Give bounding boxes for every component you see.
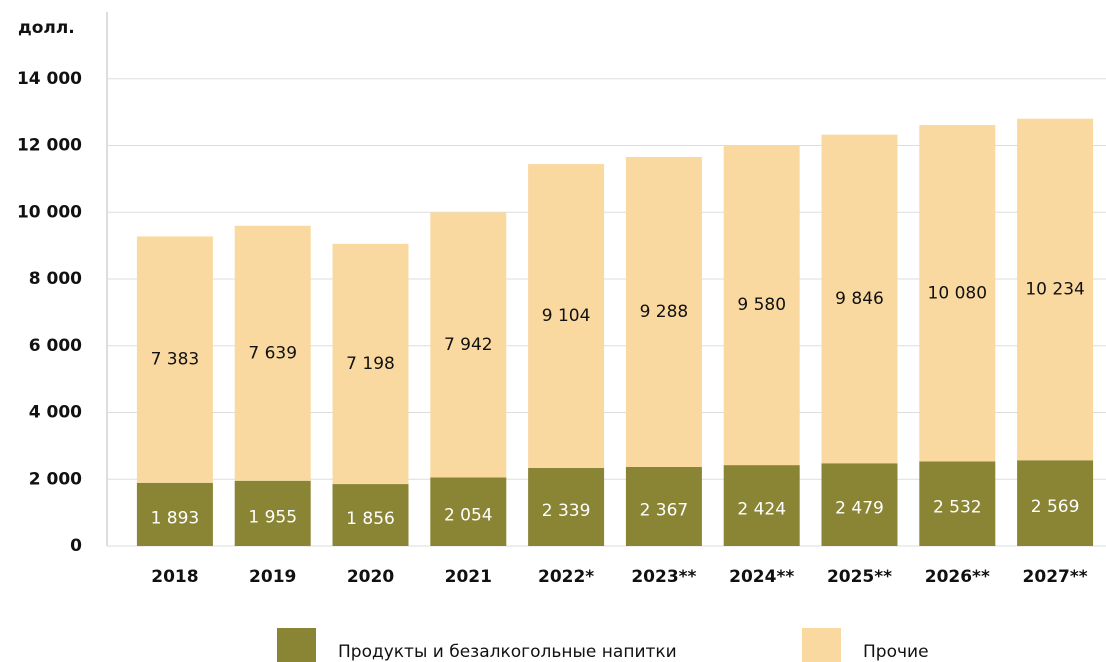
bar-segment — [723, 465, 800, 546]
data-label: 2 339 — [542, 501, 591, 521]
data-label: 7 942 — [444, 335, 493, 355]
x-tick-label: 2025** — [827, 567, 892, 587]
y-tick-label: 6 000 — [29, 336, 82, 356]
bar-segment — [723, 145, 800, 466]
x-tick-label: 2022* — [538, 567, 594, 587]
bar-segment — [234, 225, 311, 481]
data-label: 2 479 — [835, 499, 884, 519]
data-label: 2 532 — [933, 498, 982, 518]
legend-label: Продукты и безалкогольные напитки — [338, 642, 677, 662]
bar-segment — [528, 467, 605, 546]
data-label: 9 580 — [737, 295, 786, 315]
y-tick-label: 12 000 — [17, 136, 82, 156]
data-label: 10 080 — [928, 283, 987, 303]
y-unit-label: долл. — [18, 18, 75, 38]
x-tick-label: 2026** — [925, 567, 990, 587]
data-label: 9 104 — [542, 306, 591, 326]
data-label: 9 288 — [640, 302, 689, 322]
data-label: 9 846 — [835, 289, 884, 309]
y-tick-label: 14 000 — [17, 69, 82, 89]
bar-segment — [136, 236, 213, 483]
data-label: 2 424 — [737, 500, 786, 520]
data-label: 2 054 — [444, 506, 493, 526]
data-label: 7 198 — [346, 354, 395, 374]
legend-swatch — [277, 628, 316, 662]
bar-segment — [430, 212, 507, 478]
bar-segment — [528, 164, 605, 468]
bar-segment — [625, 467, 702, 546]
x-tick-label: 2023** — [631, 567, 696, 587]
bar-segment — [821, 463, 898, 546]
x-tick-label: 2021 — [445, 567, 492, 587]
bar-segment — [919, 125, 996, 462]
x-tick-label: 2020 — [347, 567, 394, 587]
y-tick-label: 8 000 — [29, 269, 82, 289]
y-tick-label: 10 000 — [17, 202, 82, 222]
data-label: 1 955 — [248, 507, 297, 527]
bar-segment — [430, 477, 507, 546]
bar-segment — [1017, 118, 1094, 461]
bar-segment — [332, 243, 409, 485]
data-label: 1 893 — [151, 508, 200, 528]
bar-segment — [821, 134, 898, 464]
x-tick-label: 2027** — [1023, 567, 1088, 587]
data-label: 1 856 — [346, 509, 395, 529]
x-tick-label: 2019 — [249, 567, 296, 587]
bar-segment — [234, 480, 311, 546]
data-label: 2 367 — [640, 501, 689, 521]
y-tick-label: 4 000 — [29, 403, 82, 423]
bar-segment — [919, 461, 996, 546]
legend-swatch — [802, 628, 841, 662]
data-label: 2 569 — [1031, 497, 1080, 517]
bar-segment — [1017, 460, 1094, 546]
y-tick-label: 0 — [70, 536, 82, 556]
bar-segment — [136, 482, 213, 546]
data-label: 7 383 — [151, 350, 200, 370]
bar-segment — [332, 484, 409, 546]
data-label: 7 639 — [248, 343, 297, 363]
y-tick-label: 2 000 — [29, 469, 82, 489]
bar-segment — [625, 157, 702, 468]
x-tick-label: 2018 — [151, 567, 198, 587]
x-tick-label: 2024** — [729, 567, 794, 587]
legend-label: Прочие — [863, 642, 929, 662]
data-label: 10 234 — [1025, 279, 1084, 299]
